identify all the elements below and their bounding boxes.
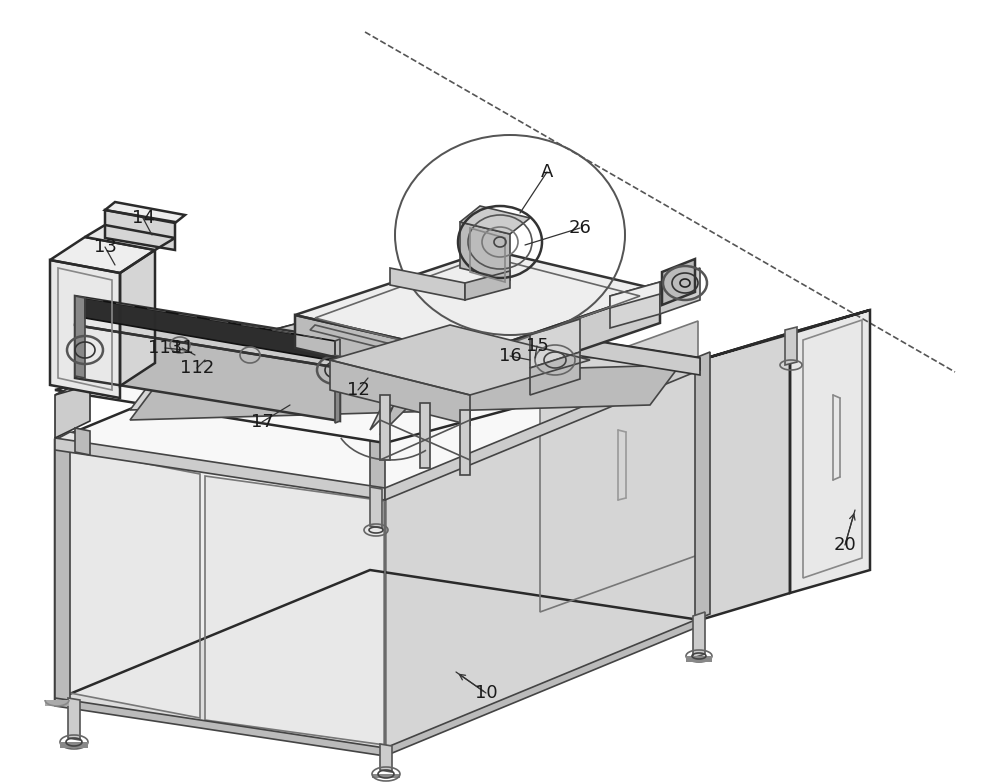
Polygon shape <box>370 308 385 492</box>
Polygon shape <box>55 570 700 750</box>
Polygon shape <box>380 395 390 460</box>
Polygon shape <box>55 378 90 438</box>
Polygon shape <box>693 612 705 658</box>
Polygon shape <box>65 448 200 718</box>
Text: 15: 15 <box>526 337 548 355</box>
Polygon shape <box>205 476 385 745</box>
Polygon shape <box>105 202 185 223</box>
Polygon shape <box>330 360 470 425</box>
Polygon shape <box>465 271 510 300</box>
Text: 13: 13 <box>94 238 116 256</box>
Polygon shape <box>660 268 700 314</box>
Polygon shape <box>55 305 700 443</box>
Polygon shape <box>530 319 580 368</box>
Polygon shape <box>330 325 590 395</box>
Polygon shape <box>55 440 70 703</box>
Polygon shape <box>390 268 465 300</box>
Text: 14: 14 <box>132 209 154 227</box>
Polygon shape <box>662 259 695 305</box>
Polygon shape <box>130 365 680 420</box>
Polygon shape <box>470 290 660 388</box>
Polygon shape <box>85 298 335 361</box>
Polygon shape <box>380 295 465 435</box>
Polygon shape <box>370 305 700 375</box>
Polygon shape <box>55 432 85 443</box>
Polygon shape <box>120 250 155 386</box>
Polygon shape <box>85 225 175 250</box>
Polygon shape <box>380 744 392 772</box>
Polygon shape <box>372 774 400 778</box>
Polygon shape <box>55 438 385 500</box>
Polygon shape <box>50 237 155 273</box>
Polygon shape <box>530 352 580 395</box>
Polygon shape <box>295 250 660 355</box>
Polygon shape <box>310 325 475 370</box>
Polygon shape <box>55 295 405 395</box>
Polygon shape <box>460 222 510 280</box>
Polygon shape <box>700 310 870 360</box>
Polygon shape <box>540 321 698 612</box>
Text: 112: 112 <box>180 359 214 377</box>
Polygon shape <box>610 282 660 328</box>
Text: 20: 20 <box>834 536 856 554</box>
Polygon shape <box>50 260 120 398</box>
Polygon shape <box>385 358 700 500</box>
Polygon shape <box>803 320 862 578</box>
Polygon shape <box>370 487 382 528</box>
Polygon shape <box>460 410 470 475</box>
Polygon shape <box>75 325 340 421</box>
Polygon shape <box>130 355 680 410</box>
Polygon shape <box>75 296 340 368</box>
Polygon shape <box>785 327 797 365</box>
Polygon shape <box>55 310 700 490</box>
Polygon shape <box>55 440 385 750</box>
Text: 17: 17 <box>251 413 273 431</box>
Text: 10: 10 <box>475 684 497 702</box>
Polygon shape <box>370 290 460 430</box>
Polygon shape <box>385 618 700 756</box>
Polygon shape <box>460 206 530 234</box>
Polygon shape <box>686 656 712 662</box>
Polygon shape <box>68 698 80 740</box>
Polygon shape <box>700 333 790 620</box>
Polygon shape <box>75 428 90 455</box>
Text: A: A <box>541 163 553 181</box>
Polygon shape <box>610 282 660 308</box>
Text: 113: 113 <box>148 339 182 357</box>
Text: 16: 16 <box>499 347 521 365</box>
Polygon shape <box>295 315 470 388</box>
Polygon shape <box>45 700 69 706</box>
Polygon shape <box>55 698 385 756</box>
Polygon shape <box>75 296 85 378</box>
Polygon shape <box>335 339 340 423</box>
Polygon shape <box>695 352 710 620</box>
Polygon shape <box>420 403 430 468</box>
Text: 26: 26 <box>569 219 591 237</box>
Polygon shape <box>385 360 700 750</box>
Polygon shape <box>60 742 88 748</box>
Text: 11: 11 <box>171 339 193 357</box>
Text: 12: 12 <box>347 381 369 399</box>
Polygon shape <box>90 295 415 383</box>
Polygon shape <box>790 310 870 593</box>
Polygon shape <box>105 210 175 250</box>
